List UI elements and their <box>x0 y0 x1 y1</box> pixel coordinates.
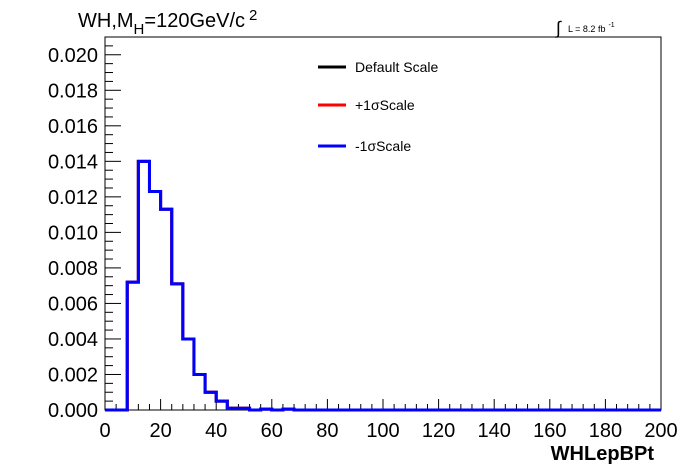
legend-label: +1σScale <box>355 97 415 113</box>
y-tick-label: 0.002 <box>48 364 98 386</box>
title-subscript: H <box>134 21 145 38</box>
x-tick-label: 140 <box>478 420 511 442</box>
title-main: WH,M <box>78 10 134 32</box>
lumi-superscript: -1 <box>608 22 614 29</box>
series-2 <box>105 159 661 412</box>
y-tick-label: 0.008 <box>48 258 98 280</box>
x-tick-label: 0 <box>99 420 110 442</box>
lumi-label: L = 8.2 fb -1 <box>568 22 615 34</box>
x-tick-label: 160 <box>533 420 566 442</box>
y-tick-label: 0.010 <box>48 222 98 244</box>
legend-label: -1σScale <box>355 138 411 154</box>
x-tick-label: 40 <box>205 420 227 442</box>
title-superscript: 2 <box>249 7 257 24</box>
x-axis-label: WHLepBPt <box>551 443 655 465</box>
y-tick-label: 0.020 <box>48 45 98 67</box>
series-group <box>105 159 661 412</box>
title-rest: =120GeV/c <box>144 10 245 32</box>
histogram-line <box>105 159 661 412</box>
y-tick-label: 0.012 <box>48 187 98 209</box>
chart-title: WH,MH=120GeV/c 2 <box>78 7 257 38</box>
x-axis: 0 20 40 60 80 100 120 140 160 180 200 <box>99 399 678 442</box>
y-tick-label: 0.014 <box>48 151 98 173</box>
x-tick-label: 200 <box>644 420 677 442</box>
x-tick-label: 100 <box>366 420 399 442</box>
x-tick-label: 80 <box>316 420 338 442</box>
x-tick-label: 60 <box>261 420 283 442</box>
legend: Default Scale +1σScale -1σScale <box>318 59 438 154</box>
y-tick-label: 0.018 <box>48 80 98 102</box>
x-tick-label: 120 <box>422 420 455 442</box>
y-tick-label: 0.000 <box>48 400 98 422</box>
lumi-integral: ∫ <box>554 18 562 38</box>
y-tick-label: 0.006 <box>48 293 98 315</box>
legend-label: Default Scale <box>355 59 438 75</box>
y-axis: 0.000 0.002 0.004 0.006 0.008 0.010 0.012 0.014… <box>48 36 121 422</box>
y-tick-label: 0.016 <box>48 116 98 138</box>
lumi-text: L = 8.2 fb <box>568 24 605 34</box>
y-tick-label: 0.004 <box>48 329 98 351</box>
x-tick-label: 20 <box>149 420 171 442</box>
x-tick-label: 180 <box>589 420 622 442</box>
